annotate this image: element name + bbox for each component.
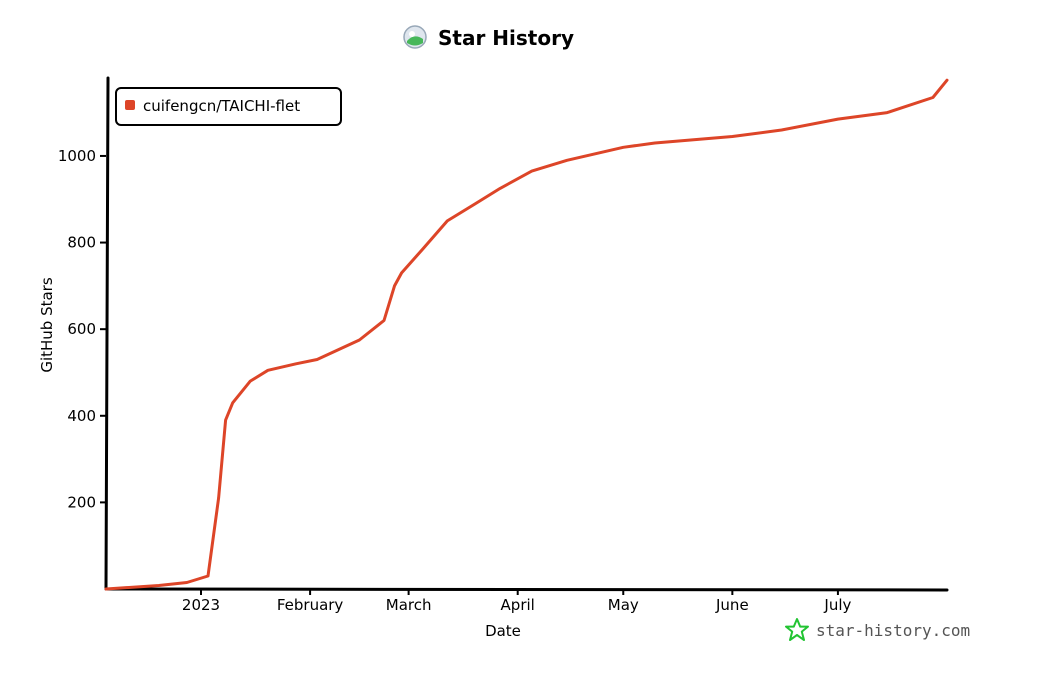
y-tick-label: 600	[67, 320, 96, 338]
watermark[interactable]: star-history.com	[785, 618, 970, 641]
y-tick-label: 400	[67, 407, 96, 425]
x-axis-title: Date	[485, 622, 521, 640]
chart-title-group: Star History	[403, 25, 574, 50]
y-axis-title: GitHub Stars	[38, 277, 56, 373]
x-axis-line	[104, 587, 949, 592]
y-tick-label: 200	[67, 493, 96, 511]
legend-swatch	[125, 100, 135, 110]
x-tick-label: 2023	[182, 596, 220, 614]
x-tick-label: February	[277, 596, 344, 614]
y-axis-line	[104, 76, 110, 591]
star-history-logo-icon	[403, 25, 427, 49]
x-axis-ticks: 2023 February March April May June July	[182, 589, 852, 614]
x-tick-label: March	[386, 596, 432, 614]
y-tick-label: 1000	[58, 147, 96, 165]
legend: cuifengcn/TAICHI-flet	[115, 87, 342, 126]
y-axis-ticks: 200 400 600 800 1000	[58, 147, 106, 511]
y-tick-label: 800	[67, 234, 96, 252]
star-icon	[785, 618, 809, 641]
chart-title: Star History	[438, 26, 574, 50]
watermark-text: star-history.com	[816, 621, 970, 640]
x-tick-label: April	[501, 596, 535, 614]
series-line	[104, 78, 949, 591]
x-tick-label: July	[823, 596, 851, 614]
legend-label: cuifengcn/TAICHI-flet	[143, 97, 300, 115]
legend-box	[115, 87, 342, 126]
x-tick-label: May	[608, 596, 639, 614]
series-lines	[104, 78, 949, 591]
x-tick-label: June	[715, 596, 749, 614]
